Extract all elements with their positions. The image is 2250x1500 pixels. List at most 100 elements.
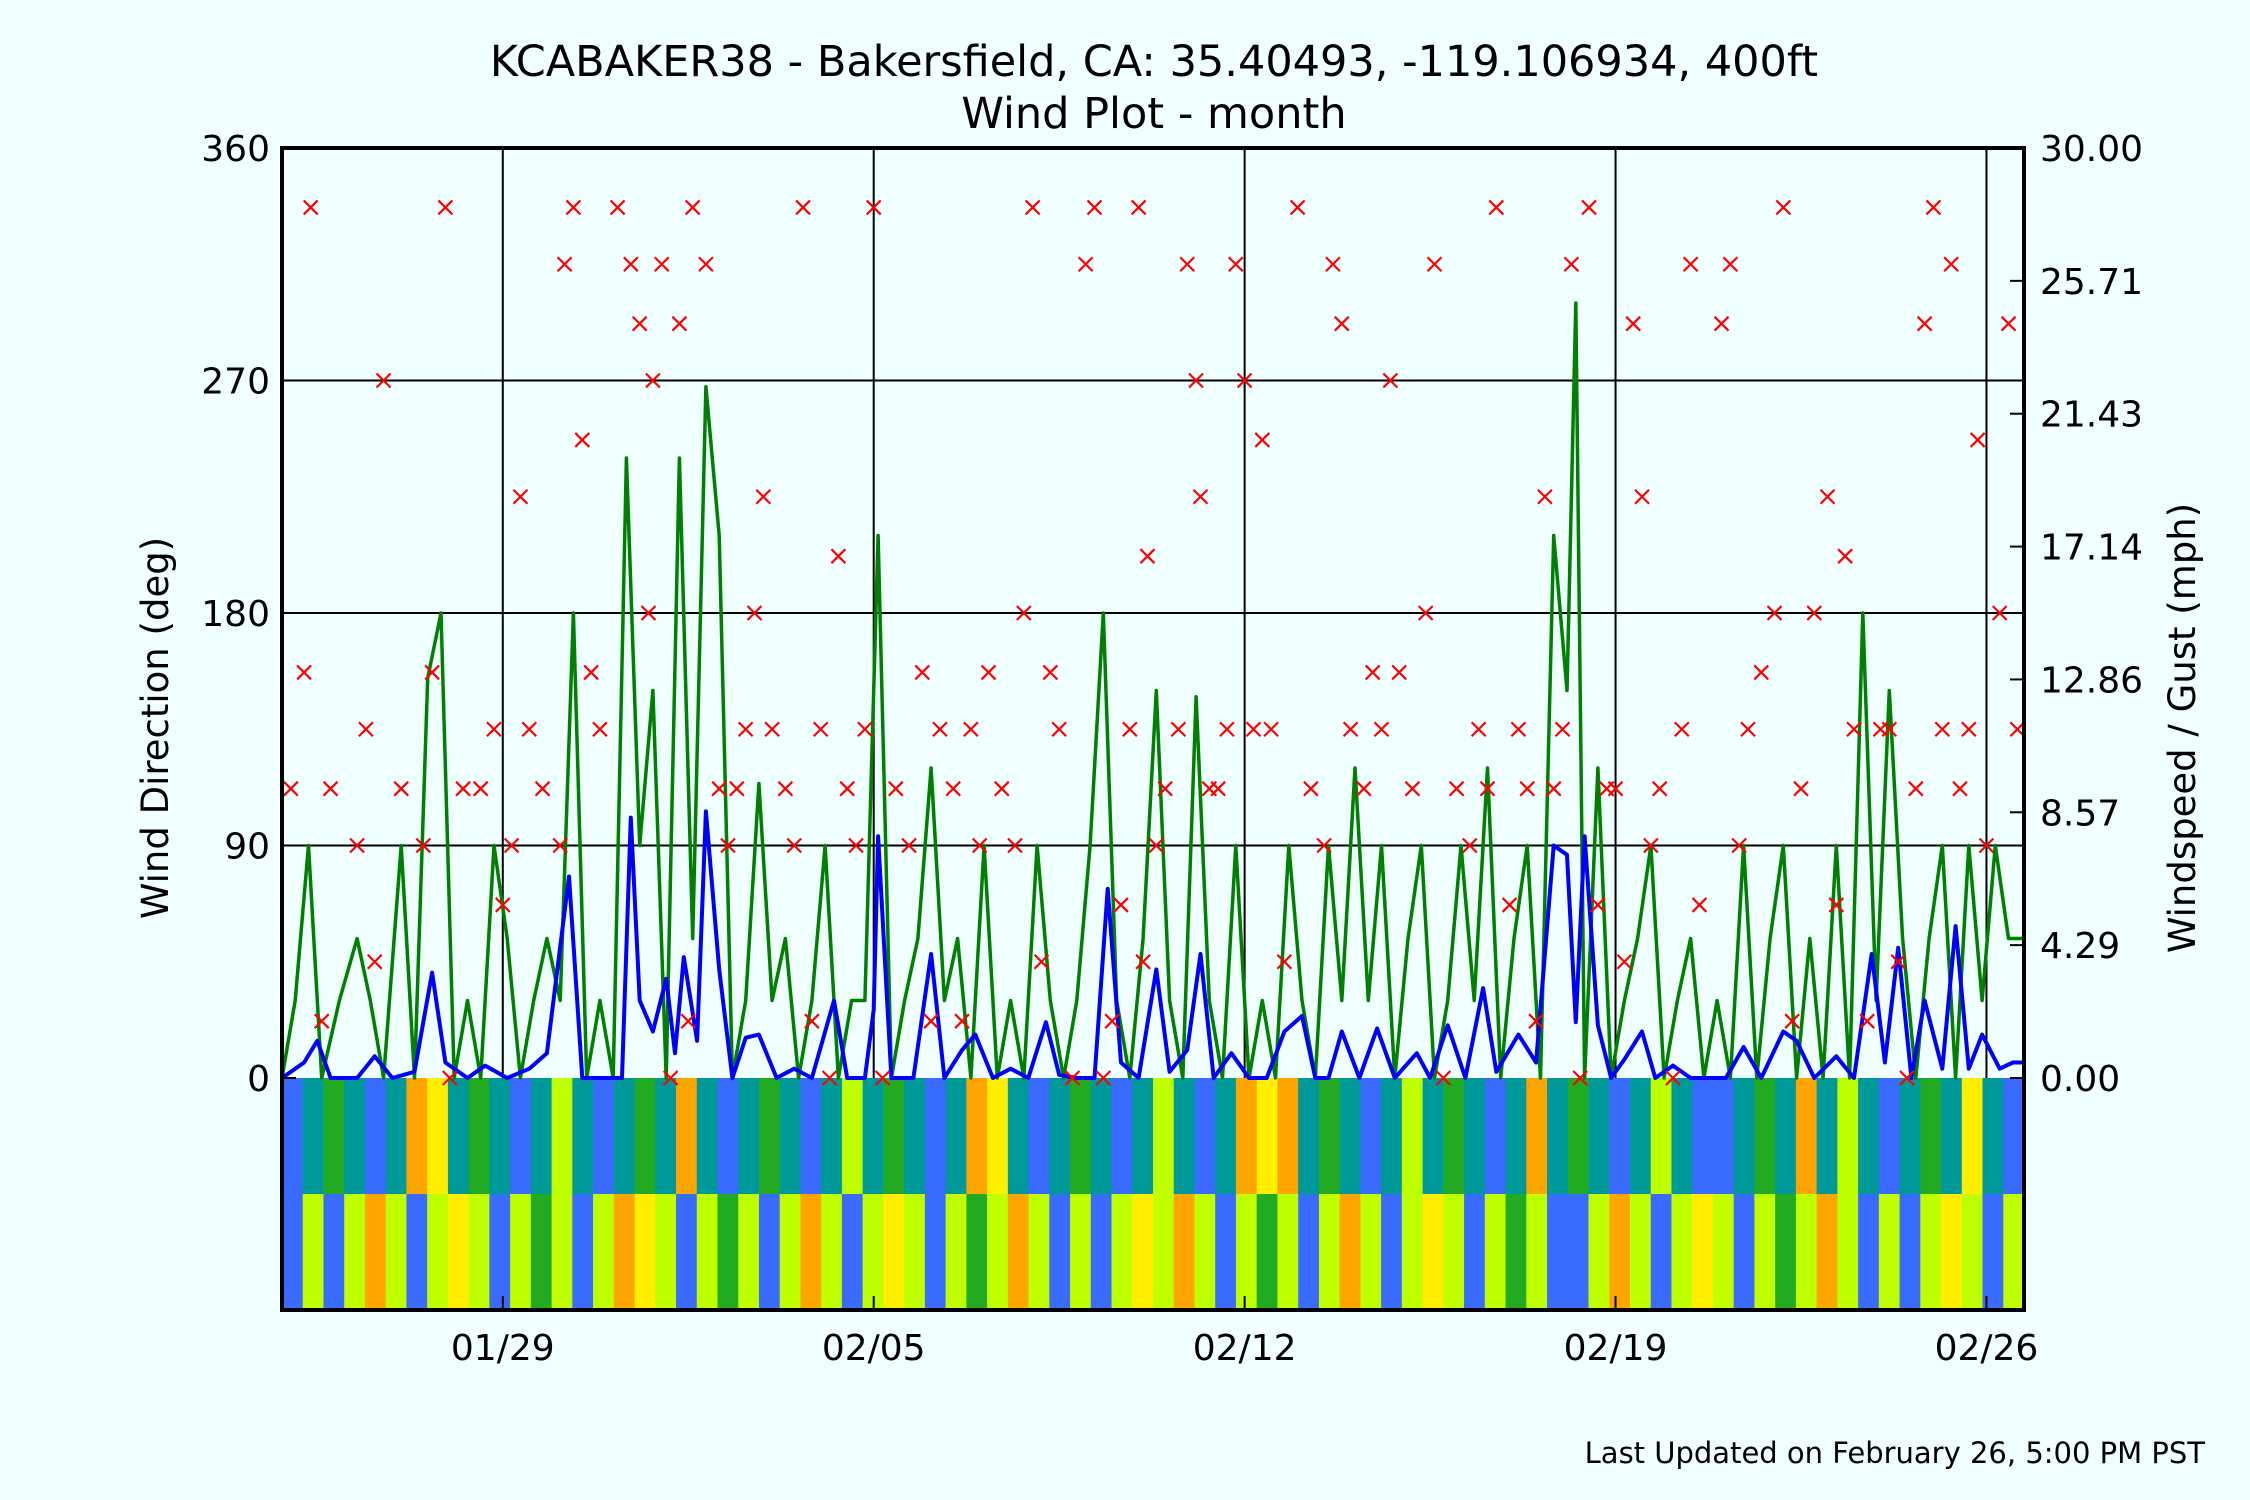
- direction-point: [971, 837, 988, 854]
- band-cell: [1215, 1194, 1237, 1310]
- direction-point: [1356, 780, 1372, 797]
- direction-point: [1342, 721, 1359, 738]
- direction-point: [1276, 953, 1293, 970]
- direction-point: [1095, 1070, 1112, 1086]
- band-cell: [1961, 1078, 1984, 1194]
- band-cell: [676, 1078, 698, 1194]
- direction-point: [786, 837, 803, 854]
- left-tick-label: 0: [247, 1059, 270, 1100]
- band-cell: [1733, 1078, 1756, 1194]
- band-cell: [1671, 1194, 1693, 1310]
- direction-point: [1316, 837, 1332, 854]
- direction-point: [1828, 897, 1845, 913]
- band-cell: [1070, 1078, 1092, 1194]
- band-cell: [282, 1078, 304, 1194]
- direction-point: [495, 897, 511, 913]
- direction-point: [574, 432, 591, 448]
- band-cell: [447, 1078, 470, 1194]
- band-cell: [800, 1194, 822, 1310]
- right-tick-label: 21.43: [2040, 395, 2143, 436]
- direction-point: [865, 199, 882, 216]
- direction-point: [857, 721, 873, 738]
- right-tick-label: 4.29: [2040, 926, 2120, 967]
- direction-point: [1722, 256, 1739, 273]
- band-cell: [1318, 1194, 1341, 1310]
- direction-point: [1435, 1070, 1452, 1086]
- direction-point: [812, 721, 829, 738]
- direction-point: [623, 256, 639, 273]
- direction-point: [954, 1013, 970, 1029]
- direction-point: [1122, 721, 1138, 738]
- band-cell: [1049, 1078, 1071, 1194]
- direction-point: [1510, 721, 1527, 738]
- right-tick-label: 17.14: [2040, 528, 2143, 569]
- band-cell: [676, 1194, 698, 1310]
- band-cell: [1526, 1078, 1548, 1194]
- right-tick-label: 0.00: [2040, 1059, 2120, 1100]
- direction-point: [415, 837, 432, 854]
- band-cell: [1007, 1078, 1030, 1194]
- band-cell: [1277, 1194, 1299, 1310]
- band-cell: [1360, 1078, 1382, 1194]
- direction-point: [1616, 953, 1633, 970]
- band-cell: [1235, 1078, 1258, 1194]
- direction-point: [1391, 664, 1407, 681]
- direction-point: [1934, 721, 1951, 738]
- right-tick-label: 8.57: [2040, 793, 2120, 834]
- band-cell: [1775, 1078, 1797, 1194]
- direction-point: [1784, 1013, 1800, 1029]
- x-tick-label: 01/29: [451, 1328, 555, 1369]
- x-tick-label: 02/19: [1564, 1328, 1668, 1369]
- direction-point: [366, 953, 383, 970]
- direction-point: [1581, 199, 1597, 216]
- direction-point: [1263, 721, 1279, 738]
- direction-point: [1607, 780, 1624, 797]
- direction-point: [777, 780, 794, 797]
- band-cell: [1464, 1194, 1486, 1310]
- chart-title: KCABAKER38 - Bakersfield, CA: 35.40493, …: [490, 37, 1818, 87]
- direction-point: [358, 721, 374, 738]
- direction-point: [1210, 780, 1226, 797]
- direction-point: [1952, 780, 1968, 797]
- windspeed-line: [280, 809, 2024, 1080]
- band-cell: [530, 1078, 553, 1194]
- band-cell: [323, 1194, 345, 1310]
- band-cell: [1194, 1194, 1216, 1310]
- band-cell: [966, 1078, 988, 1194]
- direction-point: [980, 664, 997, 681]
- gust-series: [280, 301, 2024, 1080]
- direction-point: [848, 837, 864, 854]
- direction-point: [1916, 315, 1933, 332]
- band-cell: [1692, 1194, 1714, 1310]
- band-cell: [1173, 1078, 1196, 1194]
- direction-point: [1016, 605, 1032, 621]
- band-cell: [302, 1194, 325, 1310]
- direction-point: [1740, 721, 1756, 738]
- band-cell: [841, 1078, 864, 1194]
- band-cell: [510, 1194, 532, 1310]
- band-cell: [1754, 1078, 1776, 1194]
- grid-lines: [282, 148, 2024, 1078]
- direction-point: [486, 721, 502, 738]
- band-cell: [1588, 1194, 1610, 1310]
- band-cell: [987, 1078, 1009, 1194]
- band-cell: [1733, 1194, 1756, 1310]
- band-cell: [613, 1194, 636, 1310]
- band-cell: [1961, 1194, 1984, 1310]
- direction-point: [565, 199, 582, 216]
- band-cell: [447, 1194, 470, 1310]
- direction-point: [755, 488, 772, 505]
- band-cell: [1153, 1194, 1175, 1310]
- direction-point: [1731, 837, 1747, 854]
- direction-point: [1373, 721, 1390, 738]
- right-axis-label: Windspeed / Gust (mph): [2161, 503, 2204, 953]
- band-cell: [1132, 1194, 1154, 1310]
- direction-point: [283, 780, 299, 797]
- band-cell: [883, 1078, 905, 1194]
- band-cell: [344, 1194, 366, 1310]
- left-tick-label: 90: [224, 827, 270, 868]
- direction-point: [1289, 199, 1306, 216]
- band-cell: [1712, 1194, 1735, 1310]
- band-cell: [738, 1194, 760, 1310]
- direction-point: [1572, 1070, 1588, 1086]
